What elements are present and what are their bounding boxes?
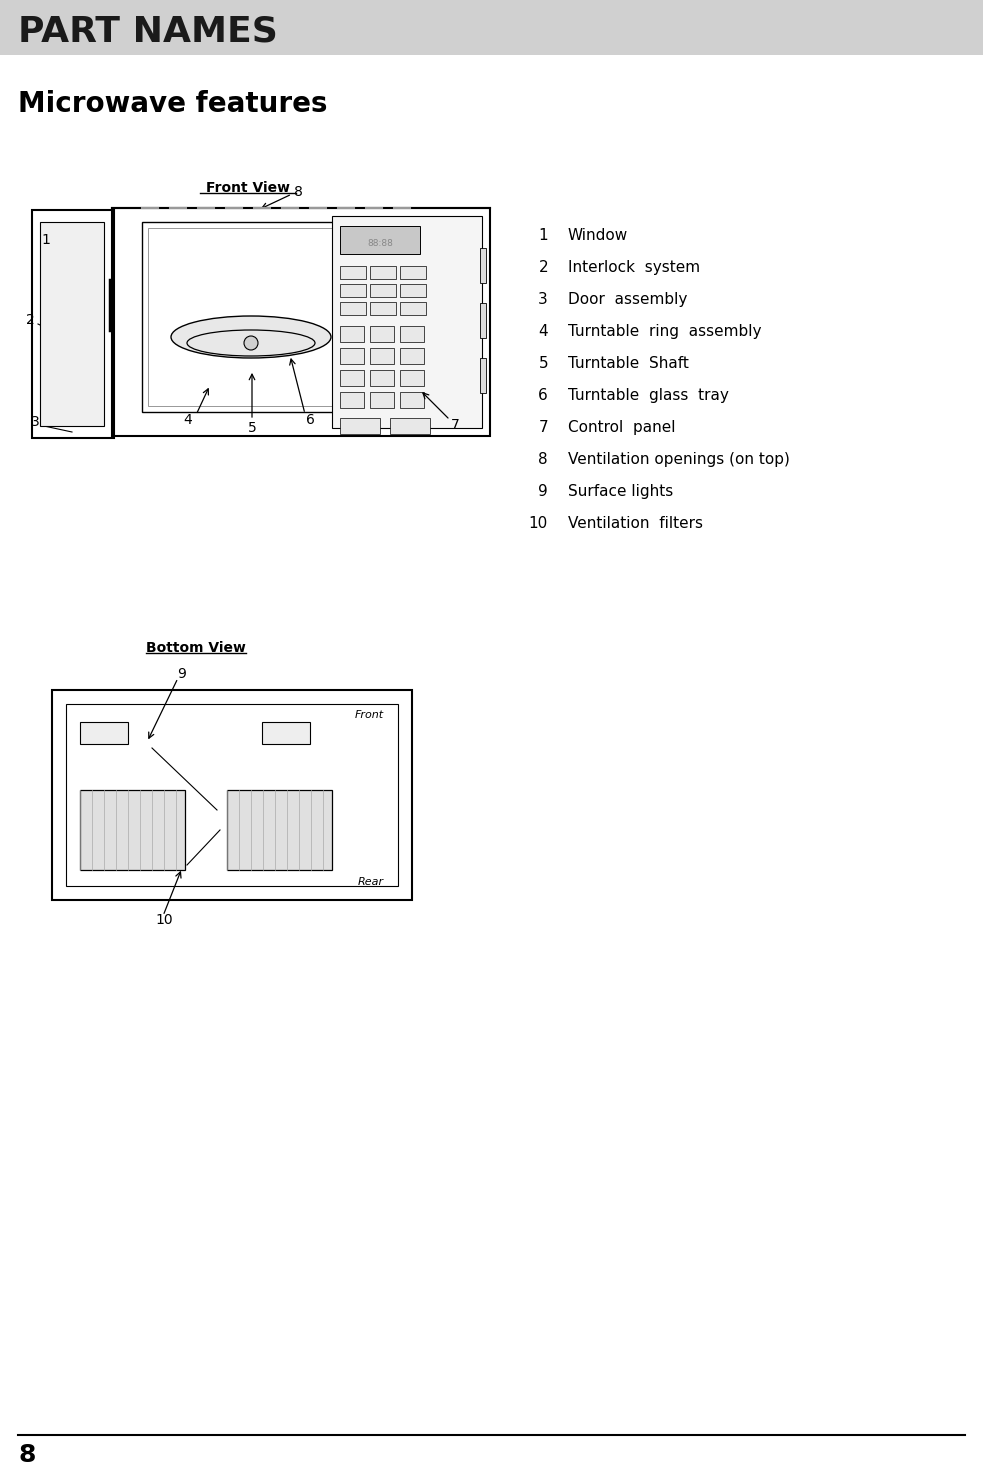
Bar [52, 691, 412, 900]
Text: Turntable  glass  tray: Turntable glass tray [568, 388, 728, 402]
Text: 2: 2 [539, 260, 548, 275]
Bar [480, 303, 486, 338]
Text: 6: 6 [306, 413, 315, 427]
Bar [227, 790, 332, 870]
Bar [400, 392, 424, 408]
Bar [400, 266, 426, 279]
Bar [340, 225, 420, 255]
Bar [400, 284, 426, 297]
Text: 88:88: 88:88 [367, 238, 393, 247]
Text: PART NAMES: PART NAMES [18, 15, 278, 48]
Bar [112, 208, 490, 436]
Text: 3: 3 [30, 415, 39, 429]
Bar [340, 370, 364, 386]
Text: Turntable  Shaft: Turntable Shaft [568, 356, 689, 372]
Bar [80, 723, 128, 745]
Bar [332, 217, 482, 429]
Bar [340, 284, 366, 297]
Ellipse shape [171, 316, 331, 358]
Text: Interlock  system: Interlock system [568, 260, 700, 275]
Bar [66, 704, 398, 887]
Bar [142, 222, 360, 413]
Text: Rear: Rear [358, 876, 384, 887]
Text: 1: 1 [539, 228, 548, 243]
Text: Control  panel: Control panel [568, 420, 675, 435]
Text: 1: 1 [41, 233, 50, 247]
Bar [340, 418, 380, 435]
Bar [340, 348, 364, 364]
Text: 7: 7 [450, 418, 459, 432]
Text: 6: 6 [539, 388, 548, 402]
Bar [370, 326, 394, 342]
Bar [370, 348, 394, 364]
Text: 3: 3 [539, 293, 548, 307]
Bar [340, 392, 364, 408]
Bar [370, 370, 394, 386]
Text: 8: 8 [539, 452, 548, 467]
Bar [340, 326, 364, 342]
Text: Front: Front [355, 710, 384, 720]
Text: 8: 8 [18, 1443, 35, 1463]
Bar [400, 370, 424, 386]
Bar [32, 211, 114, 437]
Bar [400, 301, 426, 315]
Bar [480, 249, 486, 282]
Text: 4: 4 [539, 323, 548, 339]
Text: 4: 4 [184, 413, 193, 427]
Text: 8: 8 [294, 184, 303, 199]
Bar [340, 301, 366, 315]
Bar [370, 392, 394, 408]
Bar [370, 284, 396, 297]
Bar [80, 790, 185, 870]
Text: 7: 7 [539, 420, 548, 435]
Text: Turntable  ring  assembly: Turntable ring assembly [568, 323, 762, 339]
Bar [340, 266, 366, 279]
Text: 10: 10 [155, 913, 173, 928]
Bar [390, 418, 430, 435]
Bar [400, 326, 424, 342]
Text: Surface lights: Surface lights [568, 484, 673, 499]
Circle shape [244, 336, 258, 350]
Text: Door  assembly: Door assembly [568, 293, 687, 307]
Bar [480, 358, 486, 394]
Text: 9: 9 [178, 667, 187, 680]
Text: Front View: Front View [206, 181, 290, 195]
Text: 2: 2 [26, 313, 34, 328]
Bar [400, 348, 424, 364]
Bar [148, 228, 354, 407]
Bar [370, 301, 396, 315]
Text: Bottom View: Bottom View [146, 641, 246, 655]
Bar [40, 222, 104, 426]
Bar [0, 0, 983, 56]
Text: Ventilation  filters: Ventilation filters [568, 516, 703, 531]
Text: 5: 5 [539, 356, 548, 372]
Bar [262, 723, 310, 745]
Text: Microwave features: Microwave features [18, 91, 327, 119]
Text: Window: Window [568, 228, 628, 243]
Text: 5: 5 [248, 421, 257, 435]
Text: 9: 9 [539, 484, 548, 499]
Bar [370, 266, 396, 279]
Text: 10: 10 [529, 516, 548, 531]
Text: Ventilation openings (on top): Ventilation openings (on top) [568, 452, 790, 467]
